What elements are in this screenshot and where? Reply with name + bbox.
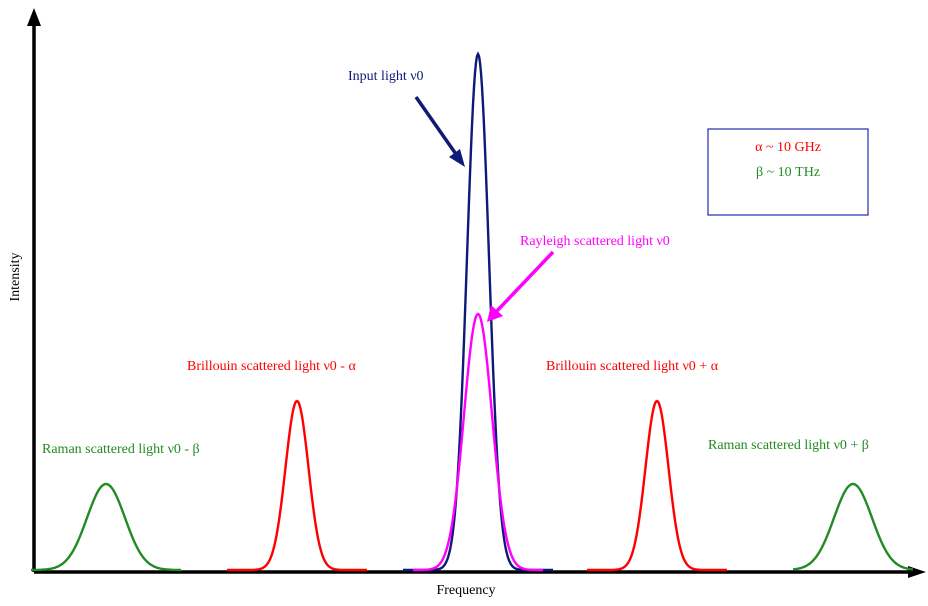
input-light-arrow [414, 95, 460, 159]
x-axis-label: Frequency [436, 583, 495, 598]
alpha-value-text: α ~ 10 GHz [755, 140, 821, 155]
brillouin-left-peak [227, 399, 367, 572]
beta-value-text: β ~ 10 THz [756, 165, 820, 180]
raman-left-label: Raman scattered light ν0 - β [42, 442, 200, 457]
brillouin-right-peak [587, 399, 727, 572]
rayleigh-arrow [493, 250, 555, 315]
input-light-peak [403, 51, 553, 572]
x-axis-arrow [908, 566, 926, 578]
brillouin-right-label: Brillouin scattered light ν0 + α [546, 359, 719, 374]
input-light-arrowhead [449, 149, 465, 167]
rayleigh-label: Rayleigh scattered light ν0 [520, 234, 670, 249]
brillouin-left-label: Brillouin scattered light ν0 - α [187, 359, 356, 374]
y-axis-label: Intensity [8, 253, 23, 302]
raman-right-peak [792, 482, 914, 571]
raman-left-peak [31, 482, 181, 572]
info-box [707, 128, 869, 216]
y-axis-arrow [27, 8, 41, 26]
raman-right-label: Raman scattered light ν0 + β [708, 438, 869, 453]
rayleigh-arrowhead [487, 305, 503, 322]
rayleigh-peak [413, 312, 543, 572]
input-light-label: Input light ν0 [348, 69, 424, 84]
